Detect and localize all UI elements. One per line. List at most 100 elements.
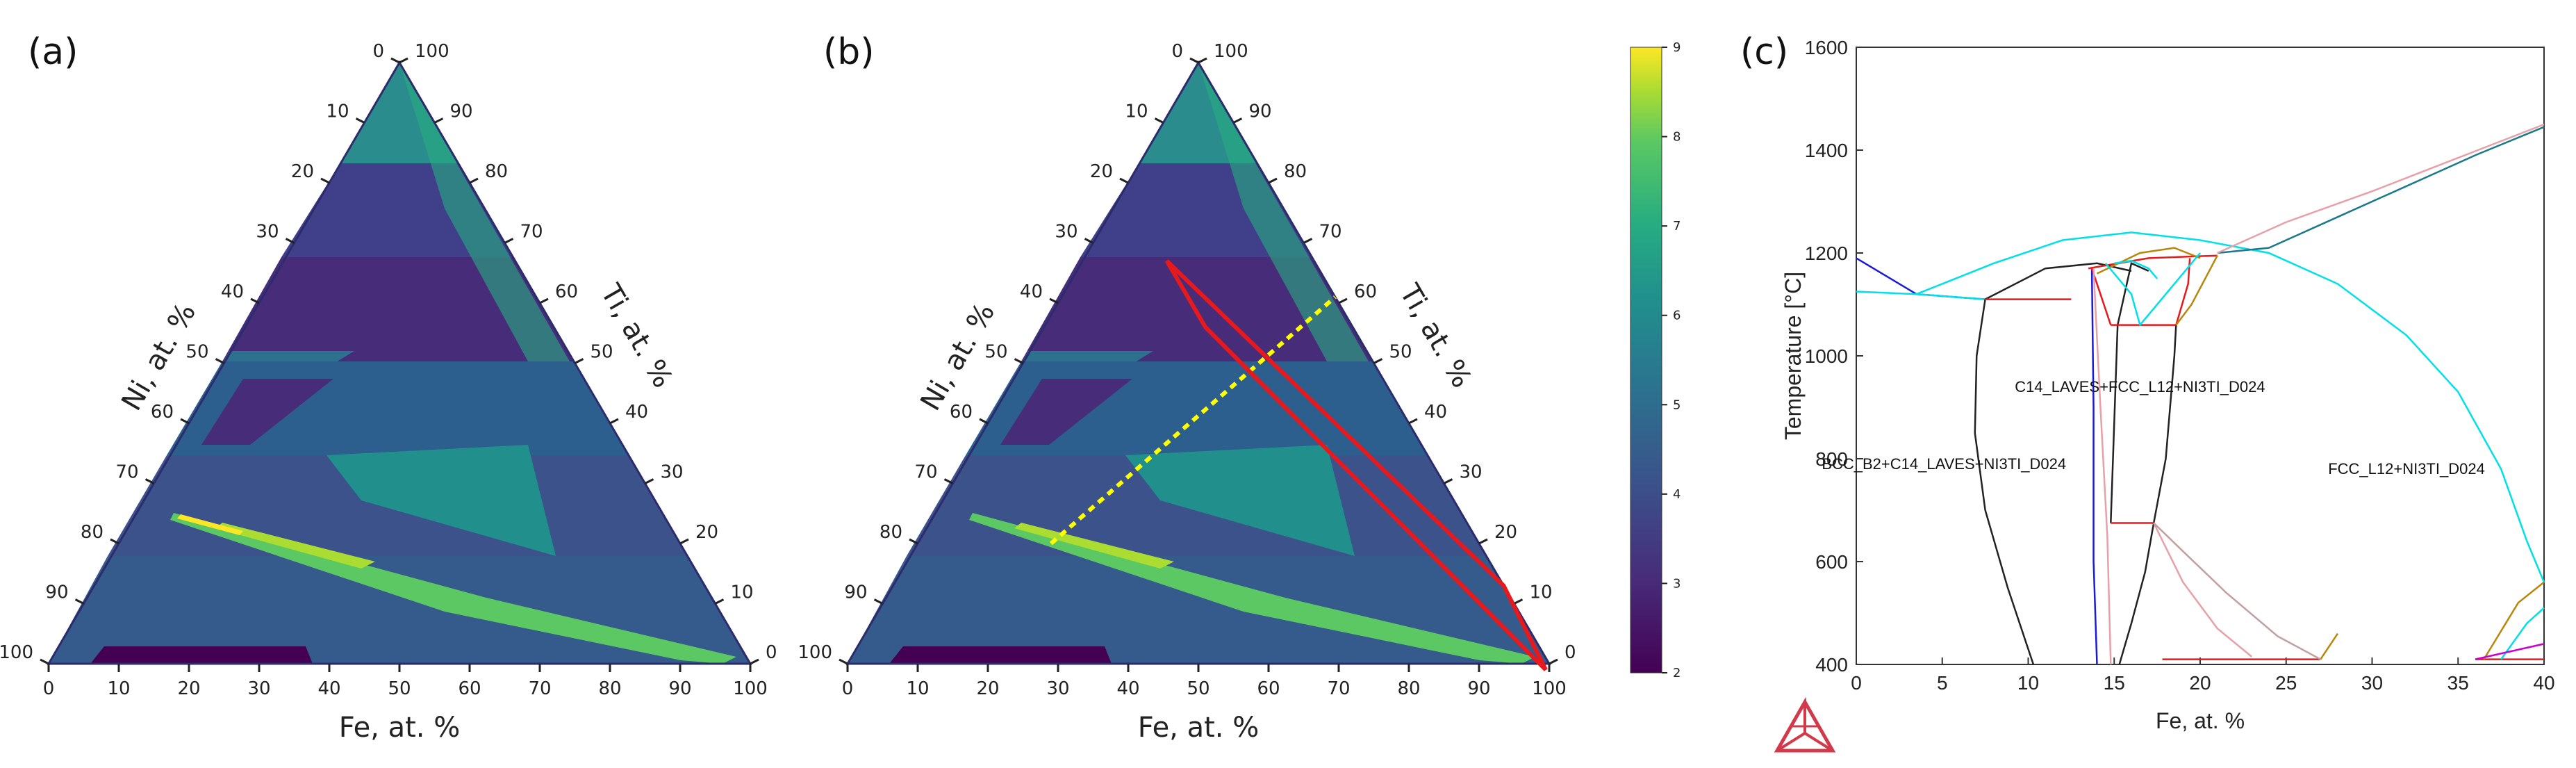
ternary-right-tick-label: 100 (415, 41, 449, 62)
phase-diagram-lines (1856, 123, 2545, 665)
ternary-bottom-tick-label: 80 (1397, 678, 1420, 699)
ternary-bottom-tick-label: 0 (842, 678, 854, 699)
phase-region-label: C14_LAVES+FCC_L12+NI3TI_D024 (2015, 378, 2265, 395)
ternary-a-region (90, 646, 313, 664)
ternary-right-tick-label: 40 (625, 402, 648, 423)
colorbar-tick-label: 5 (1673, 398, 1681, 412)
ternary-right-tick (1443, 478, 1453, 484)
x-tick-label: 35 (2447, 672, 2469, 694)
panel-a-label: (a) (28, 31, 78, 73)
phase-boundary-line (2152, 325, 2177, 523)
ternary-left-tick (1084, 238, 1094, 244)
phase-boundary-line (2217, 123, 2545, 254)
colorbar-tick-label: 3 (1673, 576, 1681, 591)
ternary-bottom-tick-label: 100 (1532, 678, 1567, 699)
ternary-right-tick-label: 20 (1494, 522, 1517, 543)
ternary-left-tick (355, 117, 365, 124)
phase-boundary-line (1916, 231, 2545, 583)
ternary-left-tick-label: 30 (256, 222, 279, 243)
ternary-left-tick-label: 90 (844, 582, 867, 603)
ternary-b-region-outline (1164, 259, 1548, 671)
thermo-calc-logo (1774, 696, 1836, 753)
phase-diagram-x-axis-title: Fe, at. % (2156, 708, 2245, 733)
ternary-right-tick (539, 297, 549, 304)
ternary-left-tick-label: 100 (798, 642, 832, 663)
ternary-bottom-tick-label: 80 (598, 678, 621, 699)
ternary-left-tick-label: 50 (185, 342, 208, 363)
y-tick-label: 1000 (1805, 345, 1848, 367)
phase-region-label: BCC_B2+C14_LAVES+NI3TI_D024 (1822, 455, 2066, 473)
ternary-a-region (201, 379, 333, 445)
ternary-left-tick-label: 100 (0, 642, 33, 663)
phase-boundary-line (2320, 632, 2339, 660)
ternary-bottom-tick-label: 50 (388, 678, 411, 699)
ternary-left-tick-label: 20 (291, 161, 314, 182)
colorbar-tick-label: 6 (1673, 309, 1681, 323)
ternary-right-tick-label: 10 (731, 582, 754, 603)
ternary-a-region (327, 445, 556, 556)
ternary-right-tick-label: 90 (450, 101, 473, 122)
ternary-left-tick-label: 40 (1020, 281, 1043, 302)
x-tick-label: 0 (1851, 672, 1862, 694)
ternary-b-region (1125, 445, 1355, 556)
ternary-right-tick-label: 60 (555, 281, 578, 302)
ternary-left-tick-label: 0 (1171, 41, 1183, 62)
ternary-right-tick (434, 117, 444, 124)
ternary-a-bright-band (215, 523, 375, 569)
ternary-bottom-tick-label: 30 (1046, 678, 1069, 699)
phase-diagram-y-axis-title: Temperature [°C] (1781, 272, 1806, 440)
ternary-left-tick (250, 297, 260, 304)
ternary-bottom-tick-label: 90 (1467, 678, 1490, 699)
ternary-bottom-tick-label: 50 (1187, 678, 1209, 699)
ternary-right-tick-label: 40 (1424, 402, 1447, 423)
phase-boundary-line (2110, 262, 2149, 523)
ternary-bottom-tick-label: 90 (668, 678, 691, 699)
ternary-left-tick (320, 177, 330, 184)
ternary-left-tick (1154, 117, 1164, 124)
ternary-left-tick-label: 70 (914, 462, 937, 483)
ternary-right-tick (609, 418, 619, 425)
y-tick-label: 800 (1815, 448, 1848, 470)
ternary-b-bright-band (1014, 523, 1174, 569)
ternary-right-tick (1478, 538, 1488, 545)
colorbar-tick-label: 2 (1673, 666, 1681, 680)
ternary-bottom-tick-label: 20 (177, 678, 200, 699)
ternary-right-tick-label: 50 (1389, 342, 1412, 363)
ternary-right-tick (1549, 658, 1558, 665)
phase-boundary-line (2090, 268, 2098, 665)
ternary-left-tick-label: 80 (81, 522, 104, 543)
ternary-right-tick (1408, 418, 1418, 425)
phase-boundary-line (2118, 523, 2155, 665)
phase-boundary-line (2104, 252, 2201, 327)
ternary-right-tick (714, 598, 725, 605)
phase-diagram-panel-c: (c) 0 5 10 15 20 25 30 35 40 400 600 800 1000 1200 140… (1740, 31, 2555, 753)
ternary-left-tick-label: 80 (880, 522, 902, 543)
ternary-left-tick-label: 40 (221, 281, 244, 302)
y-tick-label: 1200 (1805, 243, 1848, 264)
ternary-left-tick-label: 90 (45, 582, 68, 603)
colorbar-tick-label: 8 (1673, 130, 1681, 145)
phase-diagram-region-labels: C14_LAVES+FCC_L12+NI3TI_D024 BCC_B2+C14_L… (1822, 378, 2484, 477)
ternary-a-bright-band (177, 514, 243, 535)
ternary-b-dashed-section (1049, 295, 1337, 546)
phase-boundary-line (2175, 255, 2218, 326)
ternary-b-region (1000, 379, 1132, 445)
phase-boundary-line (1985, 262, 2132, 300)
ternary-left-tick-label: 20 (1090, 161, 1113, 182)
ternary-b-overlays (1049, 259, 1548, 671)
y-tick-label: 400 (1815, 654, 1848, 676)
ternary-b-right-axis-title: Ti, at. % (1393, 278, 1478, 393)
phase-boundary-line (2092, 268, 2112, 665)
ternary-right-tick (1373, 358, 1383, 364)
phase-boundary-line (2500, 607, 2545, 660)
ternary-left-tick (180, 418, 190, 425)
ternary-right-tick-label: 80 (1284, 161, 1307, 182)
ternary-bottom-tick-label: 100 (733, 678, 768, 699)
ternary-right-tick (1268, 177, 1278, 184)
ternary-left-tick (1014, 358, 1024, 364)
phase-boundary-line (2114, 259, 2158, 279)
ternary-right-tick (644, 478, 654, 484)
ternary-bottom-tick-label: 60 (458, 678, 481, 699)
